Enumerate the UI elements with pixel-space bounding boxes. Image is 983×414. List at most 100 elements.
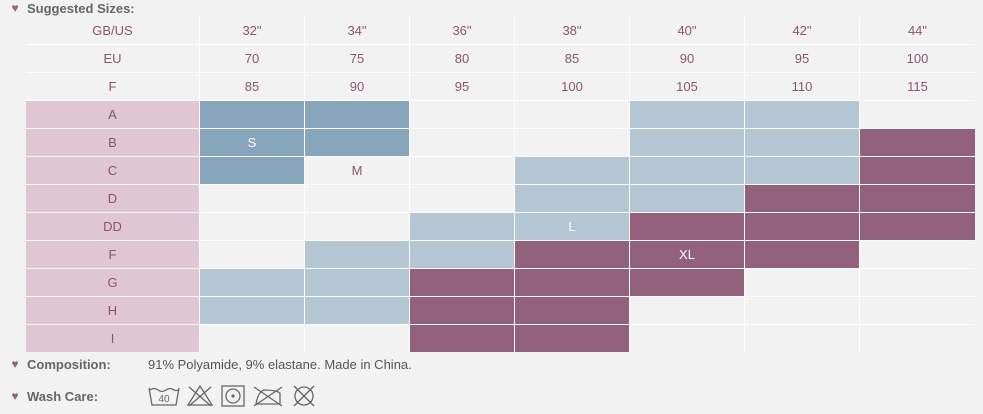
size-cell — [515, 101, 629, 128]
size-cell — [860, 185, 975, 212]
size-zone-label: M — [305, 157, 409, 184]
size-cell — [630, 297, 744, 324]
size-cell — [410, 297, 514, 324]
header-value: 44" — [860, 17, 975, 44]
wash-care-icons: 40 — [148, 384, 318, 408]
size-cell — [860, 241, 975, 268]
size-cell — [630, 129, 744, 156]
size-cell — [410, 129, 514, 156]
size-zone-label: L — [515, 213, 629, 240]
size-cell — [515, 269, 629, 296]
header-value: 32" — [200, 17, 304, 44]
size-cell — [745, 101, 859, 128]
header-value: 115 — [860, 73, 975, 100]
size-cell — [200, 297, 304, 324]
header-label-2: F — [26, 73, 199, 100]
cup-label: H — [26, 297, 199, 324]
size-cell — [860, 297, 975, 324]
heart-icon: ♥ — [11, 1, 19, 15]
no-bleach-icon — [186, 384, 214, 407]
size-chart-grid: GB/US 32" 34" 36" 38" 40" 42" 44" EU 70 75 80 85 90 95… — [26, 17, 975, 352]
cup-label: G — [26, 269, 199, 296]
header-value: 85 — [515, 45, 629, 72]
size-cell — [410, 157, 514, 184]
no-dry-clean-icon — [293, 385, 315, 407]
header-value: 105 — [630, 73, 744, 100]
header-value: 110 — [745, 73, 859, 100]
size-cell — [515, 241, 629, 268]
heart-icon: ♥ — [11, 357, 19, 371]
size-cell — [200, 269, 304, 296]
cup-label: B — [26, 129, 199, 156]
size-cell — [515, 325, 629, 352]
suggested-sizes-heading: ♥ Suggested Sizes: — [8, 0, 135, 16]
cup-label: I — [26, 325, 199, 352]
header-value: 100 — [860, 45, 975, 72]
size-cell — [745, 213, 859, 240]
size-cell — [860, 269, 975, 296]
size-cell — [745, 269, 859, 296]
size-cell — [305, 297, 409, 324]
header-value: 100 — [515, 73, 629, 100]
composition-label: Composition: — [27, 356, 111, 372]
size-cell — [630, 101, 744, 128]
size-cell — [745, 157, 859, 184]
size-cell — [200, 213, 304, 240]
size-cell — [200, 101, 304, 128]
size-cell — [305, 325, 409, 352]
header-label-0: GB/US — [26, 17, 199, 44]
size-cell — [305, 129, 409, 156]
header-value: 40" — [630, 17, 744, 44]
size-cell — [410, 101, 514, 128]
size-cell — [305, 185, 409, 212]
header-value: 95 — [745, 45, 859, 72]
cup-label: C — [26, 157, 199, 184]
header-value: 75 — [305, 45, 409, 72]
size-cell — [305, 101, 409, 128]
size-zone-label: S — [200, 129, 304, 156]
wash-care-label: Wash Care: — [27, 388, 99, 404]
wash-temperature: 40 — [158, 394, 170, 405]
cup-label: D — [26, 185, 199, 212]
header-value: 85 — [200, 73, 304, 100]
size-cell — [745, 297, 859, 324]
header-value: 70 — [200, 45, 304, 72]
size-cell — [410, 325, 514, 352]
cup-label: DD — [26, 213, 199, 240]
size-cell — [860, 325, 975, 352]
size-cell — [860, 213, 975, 240]
size-cell — [745, 325, 859, 352]
composition-row: ♥ Composition: 91% Polyamide, 9% elastan… — [8, 353, 411, 375]
size-cell — [860, 157, 975, 184]
header-value: 90 — [305, 73, 409, 100]
header-value: 95 — [410, 73, 514, 100]
wash-40-icon: 40 — [148, 387, 180, 406]
heart-icon: ♥ — [11, 389, 19, 403]
size-cell — [515, 129, 629, 156]
size-cell — [410, 185, 514, 212]
size-cell — [630, 269, 744, 296]
size-cell — [200, 325, 304, 352]
no-iron-icon — [253, 386, 283, 407]
size-cell — [860, 129, 975, 156]
header-value: 34" — [305, 17, 409, 44]
header-value: 38" — [515, 17, 629, 44]
header-value: 90 — [630, 45, 744, 72]
cup-label: A — [26, 101, 199, 128]
size-cell — [515, 157, 629, 184]
size-cell — [410, 241, 514, 268]
size-cell — [745, 241, 859, 268]
header-value: 36" — [410, 17, 514, 44]
size-cell — [515, 297, 629, 324]
size-cell — [410, 269, 514, 296]
size-cell — [305, 269, 409, 296]
size-cell — [515, 185, 629, 212]
size-cell — [305, 213, 409, 240]
size-cell — [305, 241, 409, 268]
suggested-sizes-title: Suggested Sizes: — [27, 0, 135, 16]
size-cell — [745, 185, 859, 212]
header-value: 42" — [745, 17, 859, 44]
size-cell — [745, 129, 859, 156]
size-cell — [200, 185, 304, 212]
size-cell — [200, 157, 304, 184]
